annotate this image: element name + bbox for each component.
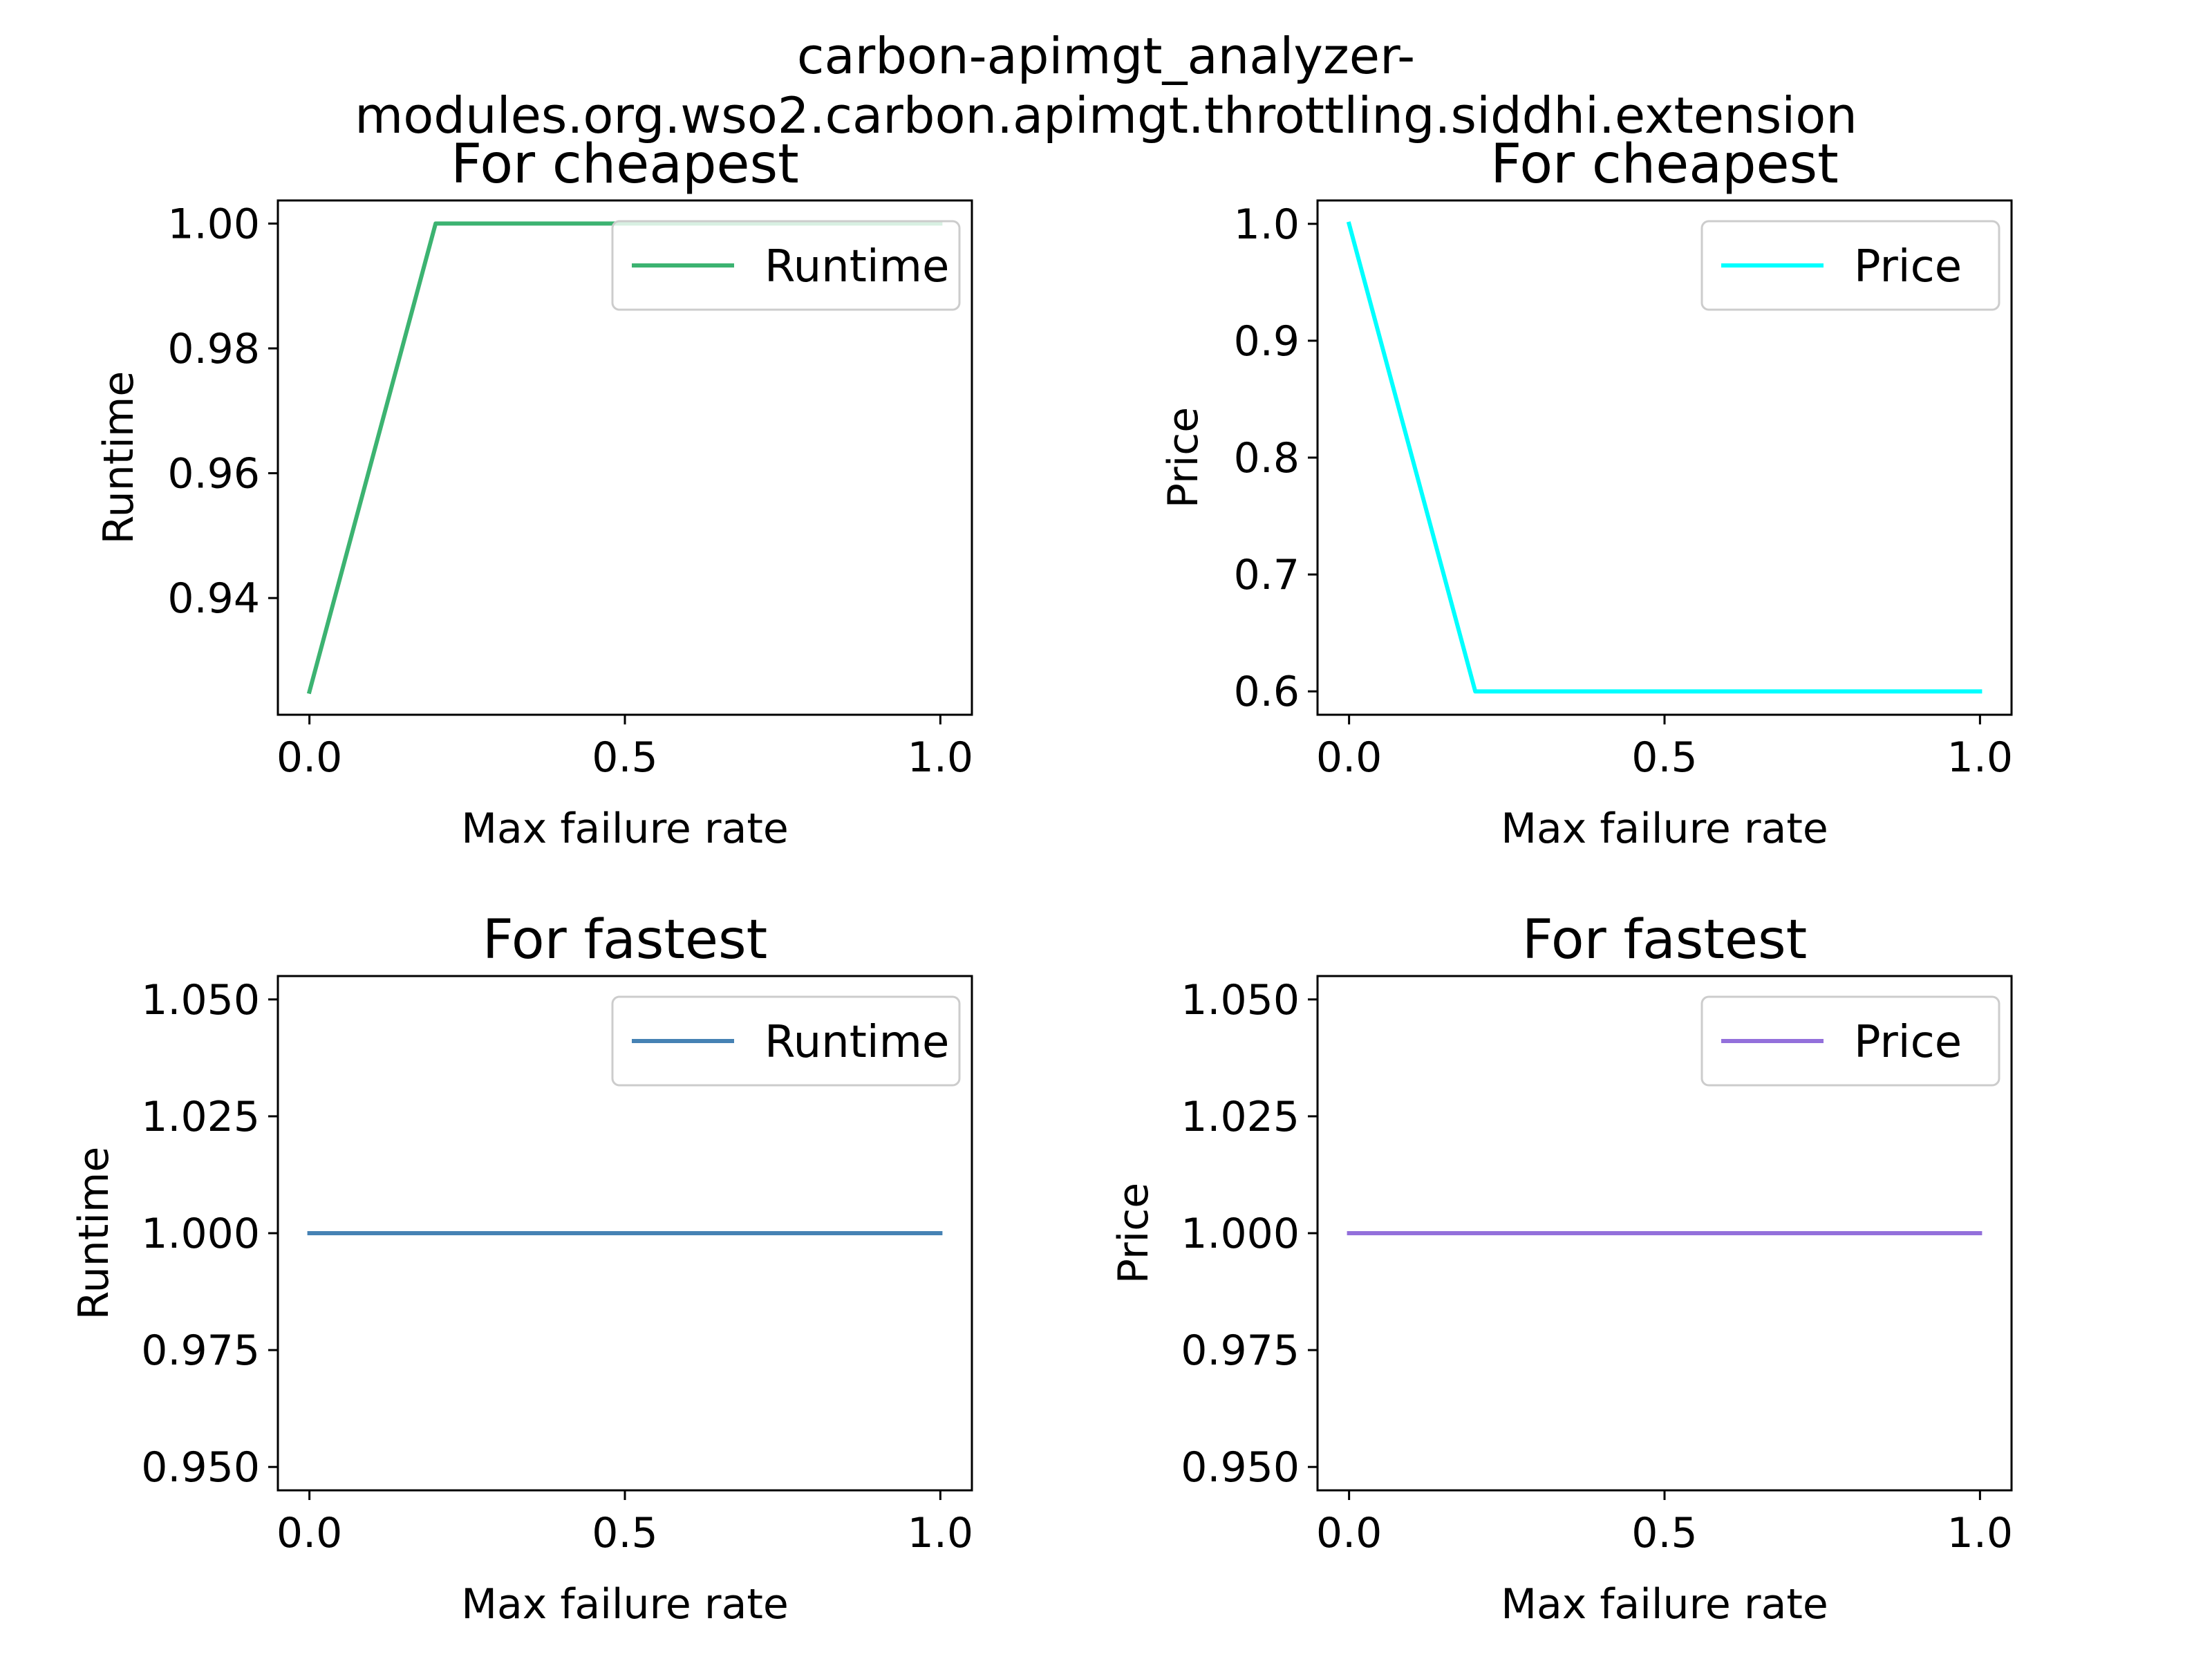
legend-box	[1700, 995, 2000, 1087]
legend-box	[611, 995, 961, 1087]
x-tick-label: 0.0	[1316, 1509, 1382, 1557]
y-tick-label: 0.950	[141, 1443, 260, 1492]
y-tick-label: 0.7	[1234, 551, 1300, 599]
x-axis-label: Max failure rate	[1501, 1580, 1828, 1629]
y-tick-label: 0.8	[1234, 434, 1300, 482]
y-tick-label: 1.00	[167, 200, 260, 248]
y-tick-label: 1.000	[141, 1210, 260, 1258]
figure-suptitle: carbon-apimgt_analyzer- modules.org.wso2…	[0, 26, 2212, 146]
y-tick-label: 1.000	[1181, 1210, 1300, 1258]
subplot-title: For fastest	[1522, 909, 1807, 971]
y-axis-label: Price	[1109, 1183, 1158, 1284]
x-tick-label: 0.5	[592, 733, 657, 782]
subplot-3: 0.0 0.5 1.0 0.950 0.975 1.000 1.025 1.050 Max fa…	[70, 909, 973, 1629]
y-tick-label: 1.050	[141, 976, 260, 1024]
y-tick-label: 1.050	[1181, 976, 1300, 1024]
y-axis-label: Price	[1159, 407, 1208, 508]
subplot-2: 0.0 0.5 1.0 0.6 0.7 0.8 0.9 1.0 Max failure rate…	[1159, 133, 2013, 853]
subplot-title: For cheapest	[451, 133, 799, 196]
suptitle-line-2: modules.org.wso2.carbon.apimgt.throttlin…	[355, 86, 1857, 145]
legend: Runtime	[611, 995, 961, 1087]
y-tick-label: 1.0	[1234, 200, 1300, 249]
legend: Runtime	[611, 220, 961, 311]
x-tick-label: 1.0	[1947, 1509, 2013, 1557]
subplot-1: 0.0 0.5 1.0 0.94 0.96 0.98 1.00 Max failure rat…	[95, 133, 973, 853]
y-axis-label: Runtime	[70, 1147, 118, 1320]
y-tick-label: 1.025	[141, 1093, 260, 1141]
y-tick-label: 0.6	[1234, 668, 1300, 716]
subplot-title: For fastest	[482, 909, 767, 971]
x-axis-label: Max failure rate	[461, 1580, 789, 1629]
y-tick-label: 0.94	[167, 574, 260, 623]
subplot-title: For cheapest	[1490, 133, 1839, 196]
y-tick-label: 1.025	[1181, 1093, 1300, 1141]
x-tick-label: 1.0	[908, 1509, 973, 1557]
x-tick-label: 1.0	[908, 733, 973, 782]
y-axis-label: Runtime	[95, 371, 143, 545]
y-tick-label: 0.950	[1181, 1443, 1300, 1492]
y-tick-label: 0.96	[167, 450, 260, 498]
y-tick-label: 0.98	[167, 325, 260, 373]
y-tick-label: 0.9	[1234, 317, 1300, 366]
x-tick-label: 0.0	[276, 733, 342, 782]
x-tick-label: 0.5	[592, 1509, 657, 1557]
legend-label: Price	[1854, 1017, 1962, 1068]
legend: Price	[1700, 220, 2000, 311]
y-tick-label: 0.975	[1181, 1327, 1300, 1375]
legend-box	[1700, 220, 2000, 311]
y-tick-label: 0.975	[141, 1327, 260, 1375]
x-axis-label: Max failure rate	[1501, 805, 1828, 853]
legend-box	[611, 220, 961, 311]
x-axis-label: Max failure rate	[461, 805, 789, 853]
x-tick-label: 0.5	[1631, 1509, 1697, 1557]
series-line-price	[1346, 221, 1983, 694]
subplot-4: 0.0 0.5 1.0 0.950 0.975 1.000 1.025 1.050 Max fa…	[1109, 909, 2013, 1629]
x-tick-label: 1.0	[1947, 733, 2013, 782]
suptitle-line-1: carbon-apimgt_analyzer-	[796, 27, 1416, 85]
legend-label: Price	[1854, 241, 1962, 292]
x-tick-label: 0.5	[1631, 733, 1697, 782]
x-tick-label: 0.0	[1316, 733, 1382, 782]
legend-label: Runtime	[765, 241, 949, 292]
legend-label: Runtime	[765, 1017, 949, 1068]
x-tick-label: 0.0	[276, 1509, 342, 1557]
legend: Price	[1700, 995, 2000, 1087]
